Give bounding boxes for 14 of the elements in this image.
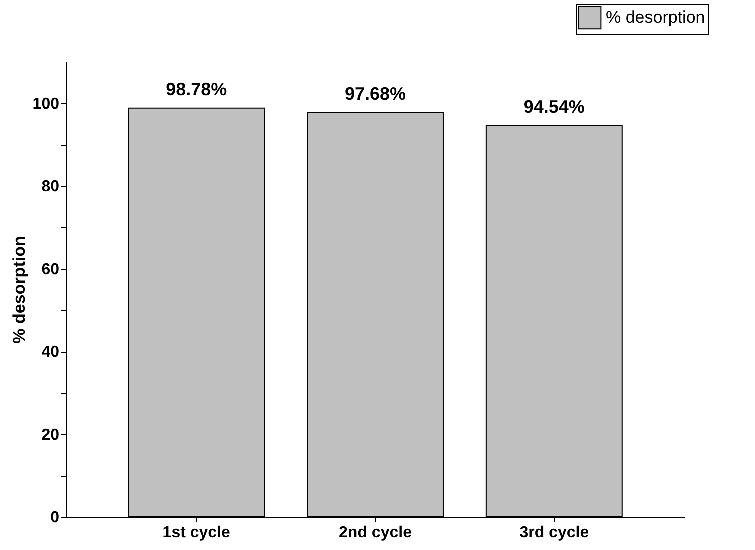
text: 97.68% — [344, 84, 406, 104]
x-tick-label: 3rd cycle — [520, 524, 590, 542]
y-axis-title: % desorption — [10, 236, 29, 344]
x-tick-label: 2nd cycle — [339, 524, 412, 542]
y-tick-label: 20 — [42, 426, 60, 444]
x-tick-label: 1st cycle — [162, 524, 231, 542]
y-tick-label: 80 — [42, 178, 60, 196]
y-tick-label: 100 — [32, 96, 60, 113]
text: 94.54% — [524, 96, 585, 117]
y-tick-label: 0 — [50, 510, 60, 526]
legend-label: % desorption — [606, 8, 706, 27]
text: 98.78% — [166, 79, 228, 100]
y-tick-label: 40 — [42, 344, 60, 362]
y-tick-label: 60 — [42, 261, 60, 278]
